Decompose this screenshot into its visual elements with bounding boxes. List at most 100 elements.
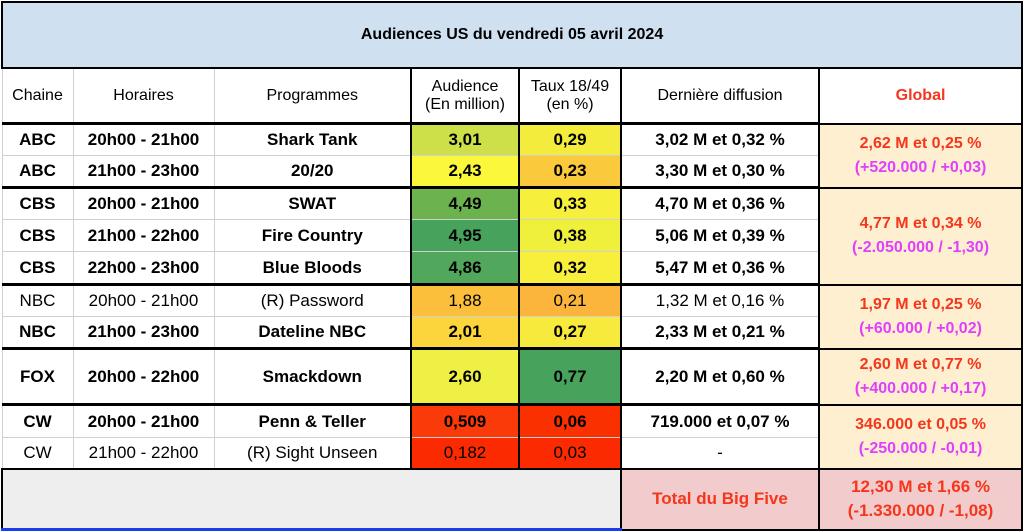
cell-horaires: 20h00 - 21h00: [72, 122, 215, 156]
empty-cell: [1, 468, 622, 531]
global-delta: (+400.000 / +0,17): [854, 379, 987, 397]
cell-programme: Smackdown: [213, 347, 412, 405]
cell-audience: 3,01: [410, 122, 520, 156]
cell-programme: Penn & Teller: [213, 403, 412, 438]
cell-audience: 4,49: [410, 186, 520, 220]
cell-horaires: 20h00 - 21h00: [72, 186, 215, 220]
cell-derniere: 4,70 M et 0,36 %: [620, 186, 820, 220]
cell-programme: Shark Tank: [213, 122, 412, 156]
cell-programme: 20/20: [213, 155, 412, 188]
header-global: Global: [817, 67, 1023, 125]
table-row: CBS 20h00 - 21h00 SWAT 4,49 0,33 4,70 M et 0,…: [1, 186, 1023, 286]
header-horaires: Horaires: [72, 67, 215, 125]
global-cell: 1,97 M et 0,25 % (+60.000 / +0,02): [817, 283, 1023, 350]
cell-derniere: 3,30 M et 0,30 %: [620, 155, 820, 188]
cell-derniere: 2,33 M et 0,21 %: [620, 316, 820, 349]
cell-chaine: CBS: [1, 251, 74, 285]
cell-audience: 2,01: [410, 316, 520, 349]
cell-horaires: 22h00 - 23h00: [72, 251, 215, 285]
cell-derniere: 719.000 et 0,07 %: [620, 403, 820, 438]
header-taux: Taux 18/49 (en %): [518, 67, 622, 125]
cell-taux: 0,03: [518, 437, 622, 470]
cell-derniere: 5,06 M et 0,39 %: [620, 219, 820, 252]
cell-audience: 2,43: [410, 155, 520, 188]
cell-taux: 0,27: [518, 316, 622, 349]
header-taux-line1: Taux 18/49: [530, 77, 610, 95]
cell-derniere: -: [620, 437, 820, 470]
table-row: CBS 21h00 - 22h00 Fire Country 4,95 0,38 5,06…: [1, 219, 1022, 252]
total-label: Total du Big Five: [620, 468, 820, 531]
global-cell: 346.000 et 0,05 % (-250.000 / -0,01): [817, 403, 1023, 470]
global-main: 2,62 M et 0,25 %: [859, 134, 982, 152]
total-value: 12,30 M et 1,66 % (-1.330.000 / -1,08): [817, 468, 1023, 531]
table-title: Audiences US du vendredi 05 avril 2024: [0, 1, 1023, 69]
cell-programme: Dateline NBC: [213, 316, 412, 349]
cell-audience: 2,60: [410, 347, 520, 405]
cell-derniere: 1,32 M et 0,16 %: [620, 283, 820, 317]
global-delta: (-2.050.000 / -1,30): [852, 239, 990, 256]
header-audience: Audience (En million): [410, 67, 520, 125]
cell-chaine: ABC: [1, 122, 74, 156]
cell-programme: (R) Password: [213, 283, 412, 317]
cell-audience: 4,86: [410, 251, 520, 285]
cell-derniere: 3,02 M et 0,32 %: [620, 122, 820, 156]
cell-chaine: CBS: [1, 219, 74, 252]
cell-programme: Blue Bloods: [213, 251, 412, 285]
global-delta: (+60.000 / +0,02): [859, 319, 982, 337]
cell-horaires: 21h00 - 23h00: [72, 155, 215, 188]
cell-chaine: ABC: [1, 155, 74, 188]
global-delta: (+520.000 / +0,03): [854, 158, 987, 176]
table-row: FOX 20h00 - 22h00 Smackdown 2,60 0,77 2,20 M …: [1, 347, 1023, 406]
cell-derniere: 5,47 M et 0,36 %: [620, 251, 820, 285]
cell-taux: 0,33: [518, 186, 622, 220]
cell-taux: 0,23: [518, 155, 622, 188]
cell-horaires: 21h00 - 22h00: [72, 437, 215, 470]
header-audience-line1: Audience: [431, 77, 499, 95]
global-cell: 2,62 M et 0,25 % (+520.000 / +0,03): [817, 122, 1023, 189]
global-cell: 4,77 M et 0,34 % (-2.050.000 / -1,30): [817, 186, 1023, 286]
cell-horaires: 20h00 - 21h00: [72, 403, 215, 438]
cell-taux: 0,38: [518, 219, 622, 252]
global-main: 1,97 M et 0,25 %: [859, 295, 982, 313]
global-main: 346.000 et 0,05 %: [855, 415, 986, 433]
total-delta: (-1.330.000 / -1,08): [847, 501, 994, 521]
global-main: 2,60 M et 0,77 %: [859, 355, 982, 373]
cell-chaine: NBC: [1, 316, 74, 349]
header-derniere: Dernière diffusion: [620, 67, 820, 125]
cell-taux: 0,21: [518, 283, 622, 317]
cell-programme: (R) Sight Unseen: [213, 437, 412, 470]
cell-derniere: 2,20 M et 0,60 %: [620, 347, 820, 405]
cell-programme: Fire Country: [213, 219, 412, 252]
cell-horaires: 21h00 - 22h00: [72, 219, 215, 252]
header-taux-line2: (en %): [546, 95, 594, 113]
cell-chaine: CW: [1, 437, 74, 470]
cell-horaires: 20h00 - 21h00: [72, 283, 215, 317]
cell-chaine: NBC: [1, 283, 74, 317]
global-delta: (-250.000 / -0,01): [858, 439, 983, 457]
cell-horaires: 21h00 - 23h00: [72, 316, 215, 349]
table-row: CW 20h00 - 21h00 Penn & Teller 0,509 0,06 719…: [1, 403, 1023, 470]
cell-programme: SWAT: [213, 186, 412, 220]
global-main: 4,77 M et 0,34 %: [859, 215, 982, 232]
cell-chaine: CW: [1, 403, 74, 438]
cell-chaine: FOX: [1, 347, 74, 405]
cell-taux: 0,29: [518, 122, 622, 156]
table-row: NBC 21h00 - 23h00 Dateline NBC 2,01 0,27 2,33…: [1, 316, 1022, 349]
global-cell: 2,60 M et 0,77 % (+400.000 / +0,17): [817, 347, 1023, 406]
header-chaine: Chaine: [1, 67, 74, 125]
table-row: NBC 20h00 - 21h00 (R) Password 1,88 0,21 1,32…: [1, 283, 1023, 350]
cell-audience: 1,88: [410, 283, 520, 317]
header-programmes: Programmes: [213, 67, 412, 125]
cell-chaine: CBS: [1, 186, 74, 220]
header-audience-line2: (En million): [424, 95, 505, 113]
cell-taux: 0,32: [518, 251, 622, 285]
cell-audience: 0,509: [410, 403, 520, 438]
cell-taux: 0,77: [518, 347, 622, 405]
table-row: CBS 22h00 - 23h00 Blue Bloods 4,86 0,32 5,47 …: [1, 251, 1022, 285]
total-main: 12,30 M et 1,66 %: [851, 477, 990, 497]
cell-taux: 0,06: [518, 403, 622, 438]
table-row: ABC 20h00 - 21h00 Shark Tank 3,01 0,29 3,02 M…: [1, 122, 1023, 189]
cell-audience: 0,182: [410, 437, 520, 470]
cell-audience: 4,95: [410, 219, 520, 252]
